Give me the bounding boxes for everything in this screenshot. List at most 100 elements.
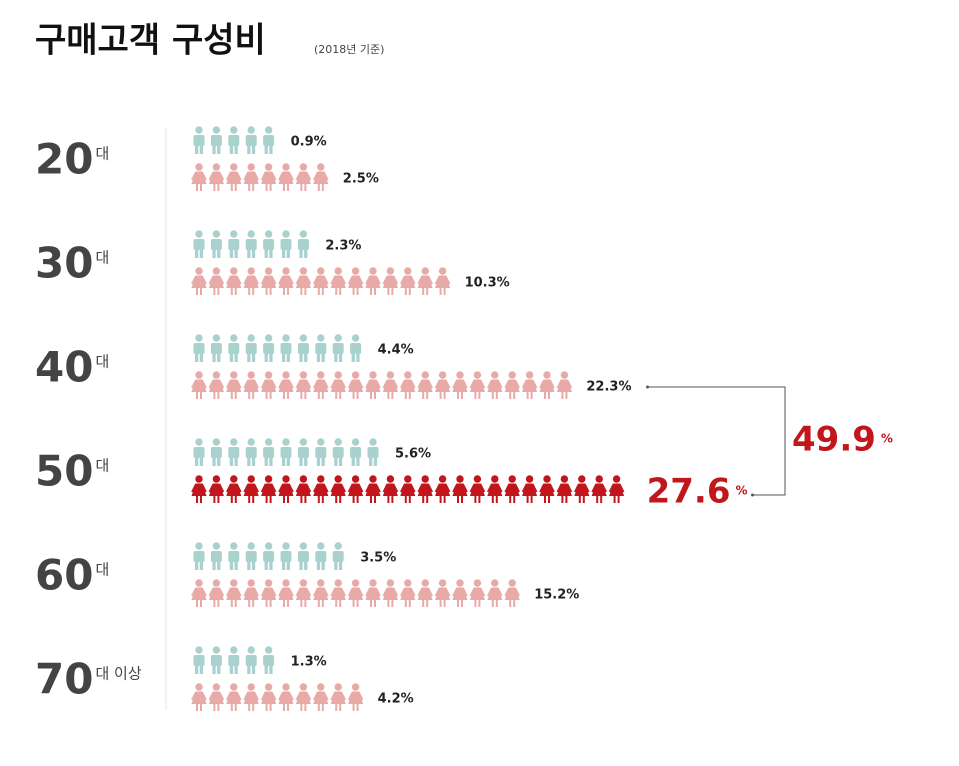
person-arm xyxy=(295,379,302,389)
person-head xyxy=(195,683,203,691)
person-arm xyxy=(288,691,294,701)
person-leg xyxy=(408,288,411,295)
person-arm xyxy=(357,379,364,389)
person-head xyxy=(212,267,221,275)
person-arm xyxy=(347,379,354,389)
person-leg xyxy=(513,392,516,399)
person-arm xyxy=(270,275,277,285)
person-arm xyxy=(253,691,260,701)
person-leg xyxy=(317,184,320,191)
person-arm xyxy=(452,379,458,389)
category-number: 50 xyxy=(35,447,93,496)
person-leg xyxy=(269,184,272,191)
person-leg xyxy=(252,600,255,607)
person-leg xyxy=(334,353,338,362)
person-body xyxy=(210,239,222,250)
person-leg xyxy=(321,392,324,399)
person-leg xyxy=(300,184,303,191)
person-head xyxy=(578,475,586,483)
person-leg xyxy=(356,496,359,503)
person-leg xyxy=(374,496,376,503)
person-leg xyxy=(195,353,199,362)
person-leg xyxy=(230,288,233,295)
person-leg xyxy=(217,600,220,607)
person-leg xyxy=(321,600,324,607)
person-head xyxy=(404,267,412,275)
person-leg xyxy=(356,353,360,362)
person-arm xyxy=(305,379,312,389)
person-head xyxy=(195,579,203,587)
pictogram-row xyxy=(193,230,309,258)
person-body xyxy=(193,343,205,354)
person-head xyxy=(299,163,308,171)
person-leg xyxy=(352,600,355,607)
person-arm xyxy=(191,483,197,493)
person-leg xyxy=(234,457,238,466)
person-arm xyxy=(191,379,197,389)
person-leg xyxy=(491,496,494,503)
person-leg xyxy=(461,600,463,607)
person-head xyxy=(317,683,325,691)
person-arm xyxy=(312,483,319,493)
person-leg xyxy=(247,353,251,362)
person-leg xyxy=(321,184,324,191)
person-leg xyxy=(269,145,273,154)
person-arm xyxy=(278,379,284,389)
person-leg xyxy=(351,353,355,362)
person-body xyxy=(263,447,275,458)
person-arm xyxy=(399,483,406,493)
person-leg xyxy=(374,392,376,399)
category-number: 60 xyxy=(35,551,93,600)
person-arm xyxy=(504,379,511,389)
person-head xyxy=(264,579,273,587)
person-leg xyxy=(356,704,359,711)
person-arm xyxy=(253,275,260,285)
person-arm xyxy=(504,587,511,597)
person-leg xyxy=(404,600,407,607)
person-head xyxy=(438,579,447,587)
person-leg xyxy=(200,704,202,711)
person-leg xyxy=(283,496,285,503)
person-leg xyxy=(404,288,407,295)
person-leg xyxy=(439,496,442,503)
person-body xyxy=(280,239,292,250)
person-leg xyxy=(321,457,325,466)
person-leg xyxy=(265,496,268,503)
person-leg xyxy=(422,392,425,399)
person-head xyxy=(299,230,308,238)
person-arm xyxy=(444,379,451,389)
highlight-unit: % xyxy=(735,484,747,498)
person-leg xyxy=(229,457,234,466)
pictogram-row xyxy=(191,475,625,503)
person-head xyxy=(264,438,273,446)
person-leg xyxy=(230,704,233,711)
person-arm xyxy=(235,171,242,181)
person-leg xyxy=(495,392,498,399)
person-body xyxy=(228,135,240,146)
person-arm xyxy=(305,275,312,285)
person-head xyxy=(247,126,255,134)
person-arm xyxy=(365,483,371,493)
person-head xyxy=(317,542,325,550)
person-leg xyxy=(478,600,481,607)
person-arm xyxy=(218,275,225,285)
person-arm xyxy=(305,587,312,597)
value-label: 4.2% xyxy=(378,692,414,707)
person-arm xyxy=(312,275,319,285)
person-arm xyxy=(270,587,277,597)
person-arm xyxy=(347,691,354,701)
person-arm xyxy=(340,587,347,597)
chart-subtitle: (2018년 기준) xyxy=(314,43,384,56)
value-label: 3.5% xyxy=(360,551,396,566)
person-arm xyxy=(392,587,399,597)
person-leg xyxy=(426,496,429,503)
person-body xyxy=(315,447,327,458)
person-body xyxy=(297,447,309,458)
person-leg xyxy=(248,600,251,607)
person-leg xyxy=(373,457,377,466)
pictogram-row xyxy=(193,334,362,362)
person-body xyxy=(210,135,222,146)
person-leg xyxy=(229,353,234,362)
person-arm xyxy=(427,587,434,597)
person-leg xyxy=(283,184,285,191)
